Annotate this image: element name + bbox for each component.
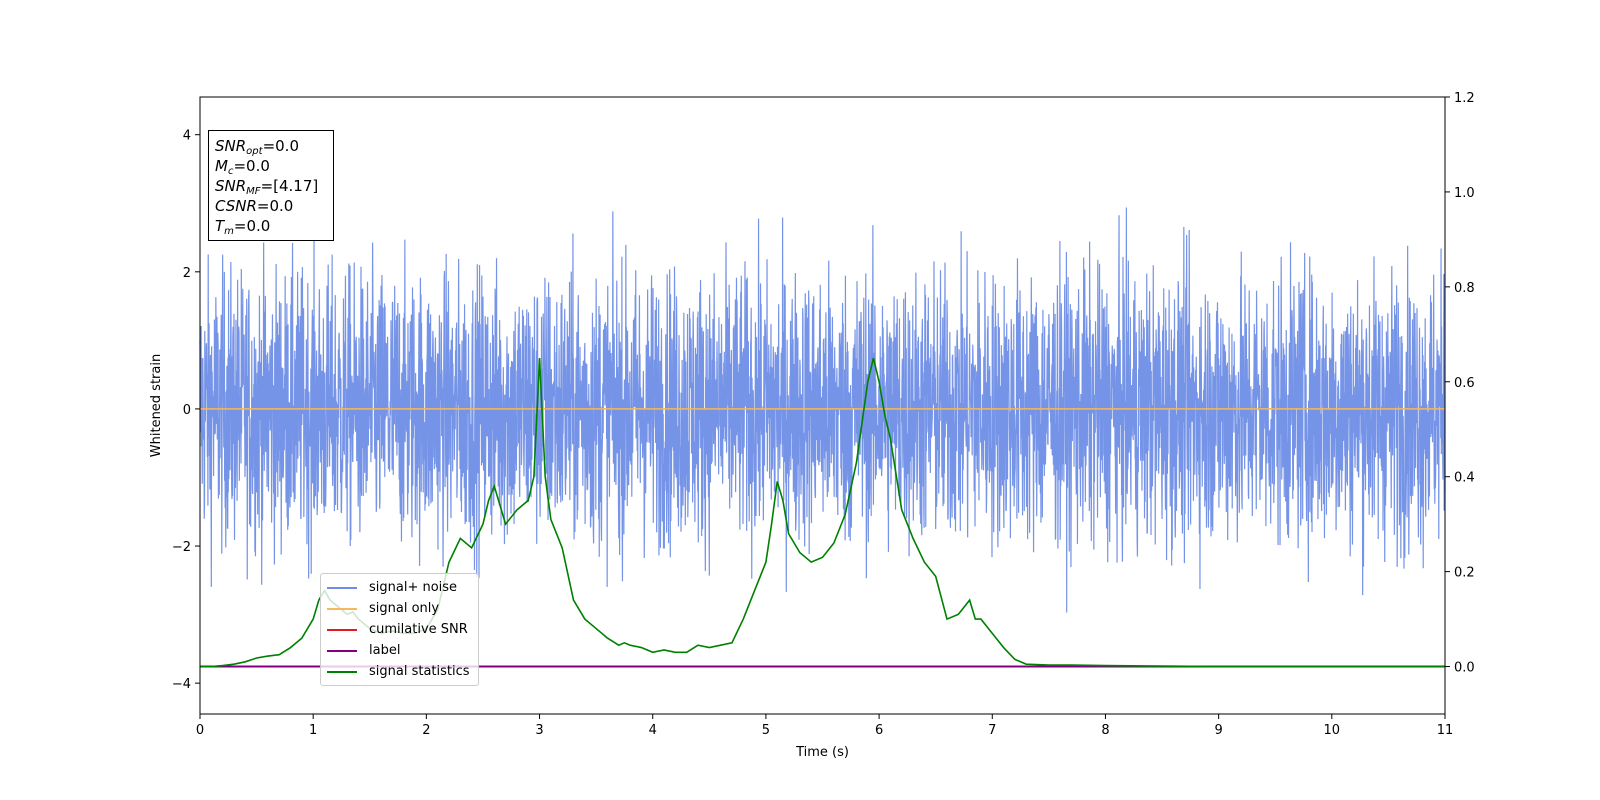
x-tick-label: 6 bbox=[875, 723, 883, 738]
y2-tick-label: 1.2 bbox=[1454, 91, 1475, 106]
tm-subscript: m bbox=[224, 226, 234, 237]
legend-label: signal+ noise bbox=[369, 580, 458, 595]
snr-mf-subscript: MF bbox=[246, 186, 261, 197]
x-tick-label: 4 bbox=[649, 723, 657, 738]
x-tick-label: 10 bbox=[1324, 723, 1341, 738]
y2-tick-label: 0.4 bbox=[1454, 471, 1475, 486]
mc-value: =0.0 bbox=[233, 157, 270, 175]
y-tick-label: 4 bbox=[183, 129, 191, 144]
csnr-symbol: CSNR bbox=[215, 197, 257, 215]
x-tick-label: 0 bbox=[196, 723, 204, 738]
tm-row: Tm=0.0 bbox=[215, 216, 327, 237]
mc-row: Mc=0.0 bbox=[215, 156, 327, 177]
x-tick-label: 5 bbox=[762, 723, 770, 738]
legend-label: signal statistics bbox=[369, 664, 470, 679]
csnr-value: =0.0 bbox=[256, 197, 294, 215]
y-tick-label: 0 bbox=[183, 403, 191, 418]
y-axis-left: −4 −2 0 2 4 bbox=[172, 129, 200, 692]
noise-trace bbox=[199, 207, 1446, 613]
x-axis: 0 1 2 3 4 5 6 7 8 9 10 11 bbox=[196, 714, 1453, 738]
y2-tick-label: 0.6 bbox=[1454, 376, 1475, 391]
x-tick-label: 9 bbox=[1214, 723, 1222, 738]
x-axis-label: Time (s) bbox=[795, 745, 849, 760]
legend-swatch bbox=[327, 670, 357, 673]
legend-label: cumilative SNR bbox=[369, 622, 468, 637]
x-tick-label: 11 bbox=[1437, 723, 1454, 738]
snr-mf-row: SNRMF=[4.17] bbox=[215, 176, 327, 197]
y-tick-label: −4 bbox=[172, 677, 191, 692]
x-tick-label: 2 bbox=[422, 723, 430, 738]
legend-item-cumilative-snr: cumilative SNR bbox=[327, 619, 472, 640]
mc-symbol: M bbox=[215, 157, 228, 175]
tm-symbol: T bbox=[215, 217, 225, 235]
snr-opt-row: SNRopt=0.0 bbox=[215, 136, 327, 157]
x-tick-label: 8 bbox=[1101, 723, 1109, 738]
legend: signal+ noise signal only cumilative SNR… bbox=[320, 573, 479, 686]
y-tick-label: 2 bbox=[183, 266, 191, 281]
y2-tick-label: 0.8 bbox=[1454, 281, 1475, 296]
stats-info-box: SNRopt=0.0 Mc=0.0 SNRMF=[4.17] CSNR=0.0 … bbox=[208, 130, 334, 241]
y-axis-label: Whitened strain bbox=[149, 354, 164, 457]
legend-swatch bbox=[327, 649, 357, 652]
x-tick-label: 1 bbox=[309, 723, 317, 738]
snr-opt-value: =0.0 bbox=[262, 137, 299, 155]
tm-value: =0.0 bbox=[233, 217, 271, 235]
plot-frame bbox=[199, 96, 1446, 715]
snr-mf-symbol: SNR bbox=[215, 177, 247, 195]
csnr-row: CSNR=0.0 bbox=[215, 196, 327, 216]
noise-series bbox=[199, 207, 1446, 613]
x-tick-label: 7 bbox=[988, 723, 996, 738]
y2-tick-label: 1.0 bbox=[1454, 186, 1475, 201]
legend-item-label: label bbox=[327, 640, 472, 661]
legend-item-signal-noise: signal+ noise bbox=[327, 577, 472, 598]
legend-label: signal only bbox=[369, 601, 440, 616]
mc-subscript: c bbox=[227, 166, 234, 177]
y2-tick-label: 0.2 bbox=[1454, 566, 1475, 581]
y-axis-right: 0.0 0.2 0.4 0.6 0.8 1.0 1.2 bbox=[1445, 91, 1475, 676]
legend-swatch bbox=[327, 586, 357, 589]
snr-mf-value: =[4.17] bbox=[260, 177, 319, 195]
snr-opt-subscript: opt bbox=[246, 146, 263, 157]
legend-item-signal-statistics: signal statistics bbox=[327, 661, 472, 682]
x-tick-label: 3 bbox=[535, 723, 543, 738]
snr-opt-symbol: SNR bbox=[215, 137, 247, 155]
legend-label: label bbox=[369, 643, 401, 658]
y2-tick-label: 0.0 bbox=[1454, 661, 1475, 676]
legend-item-signal-only: signal only bbox=[327, 598, 472, 619]
legend-swatch bbox=[327, 607, 357, 610]
legend-swatch bbox=[327, 628, 357, 631]
y-tick-label: −2 bbox=[172, 540, 191, 555]
